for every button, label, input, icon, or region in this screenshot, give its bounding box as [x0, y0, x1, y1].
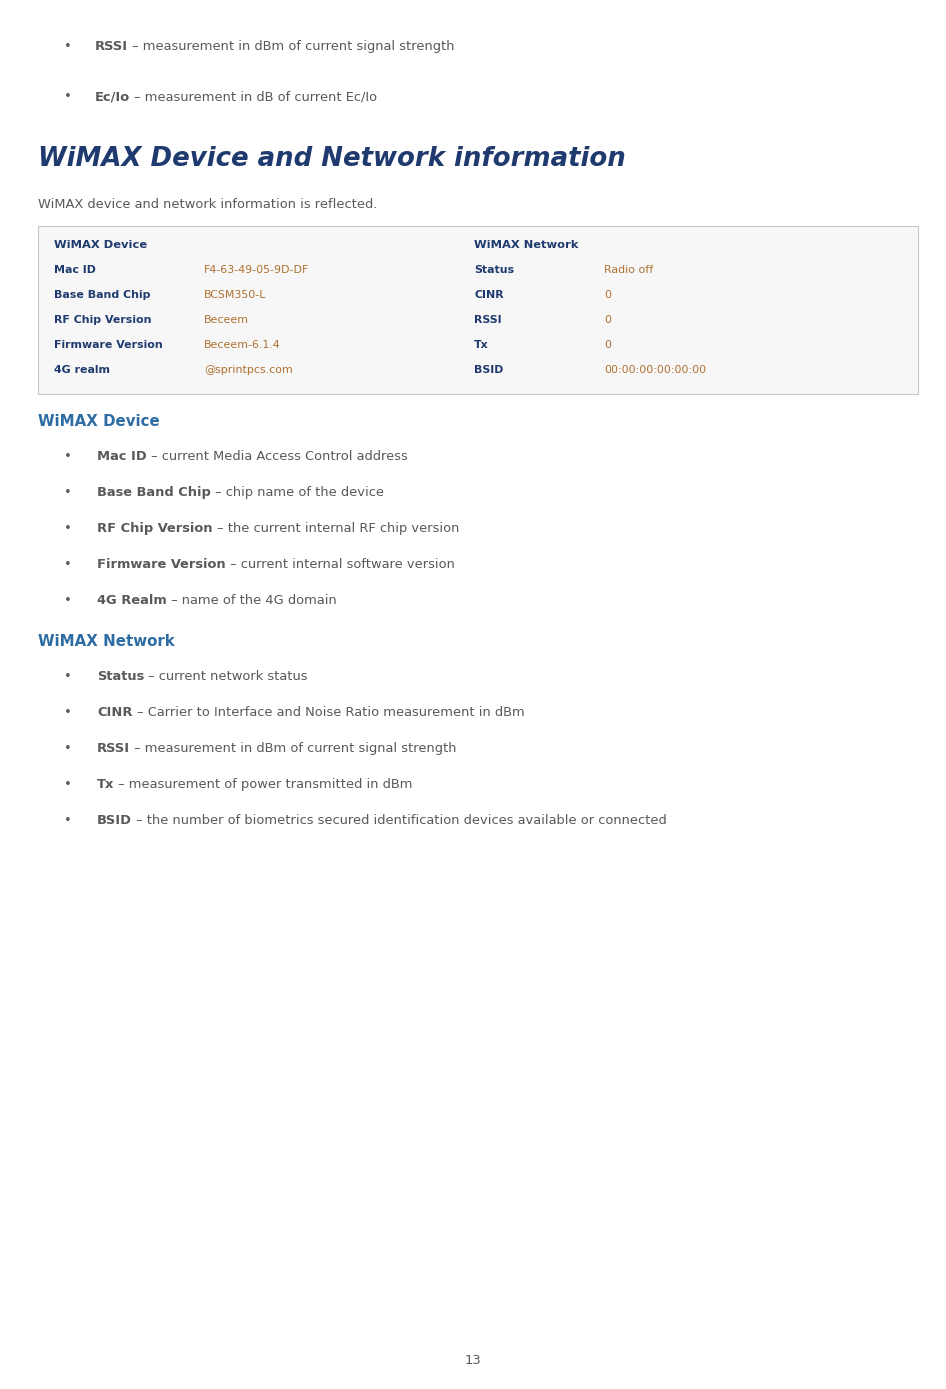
Text: •: •: [64, 706, 72, 720]
Text: Firmware Version: Firmware Version: [97, 558, 226, 571]
Text: WiMAX Device and Network information: WiMAX Device and Network information: [38, 146, 625, 172]
Text: WiMAX Network: WiMAX Network: [38, 633, 175, 649]
Text: Beceem-6.1.4: Beceem-6.1.4: [204, 340, 281, 350]
Text: WiMAX device and network information is reflected.: WiMAX device and network information is …: [38, 199, 377, 211]
Text: •: •: [64, 778, 72, 790]
Text: F4-63-49-05-9D-DF: F4-63-49-05-9D-DF: [204, 265, 309, 275]
Text: 13: 13: [464, 1354, 482, 1367]
Text: RSSI: RSSI: [95, 40, 128, 53]
Text: 0: 0: [604, 340, 611, 350]
Text: – the current internal RF chip version: – the current internal RF chip version: [213, 522, 459, 535]
Text: 0: 0: [604, 290, 611, 300]
Text: Tx: Tx: [474, 340, 489, 350]
Text: – current network status: – current network status: [144, 669, 307, 683]
Text: BSID: BSID: [474, 365, 503, 375]
Text: CINR: CINR: [97, 706, 132, 720]
Text: Base Band Chip: Base Band Chip: [97, 486, 211, 499]
Text: •: •: [64, 742, 72, 756]
Text: Status: Status: [474, 265, 514, 275]
Text: Ec/Io: Ec/Io: [95, 90, 131, 103]
Text: •: •: [64, 90, 72, 103]
Text: – current internal software version: – current internal software version: [226, 558, 454, 571]
Text: •: •: [64, 669, 72, 683]
Text: – measurement in dB of current Ec/Io: – measurement in dB of current Ec/Io: [131, 90, 377, 103]
Text: – measurement in dBm of current signal strength: – measurement in dBm of current signal s…: [128, 40, 455, 53]
Text: •: •: [64, 594, 72, 607]
Text: – chip name of the device: – chip name of the device: [211, 486, 384, 499]
Text: – Carrier to Interface and Noise Ratio measurement in dBm: – Carrier to Interface and Noise Ratio m…: [132, 706, 524, 720]
Text: – current Media Access Control address: – current Media Access Control address: [147, 450, 408, 463]
Text: Radio off: Radio off: [604, 265, 654, 275]
Text: •: •: [64, 486, 72, 499]
Text: Status: Status: [97, 669, 144, 683]
Text: RSSI: RSSI: [97, 742, 131, 756]
Text: RF Chip Version: RF Chip Version: [97, 522, 213, 535]
Text: WiMAX Device: WiMAX Device: [54, 240, 148, 250]
Text: •: •: [64, 450, 72, 463]
Text: 4G realm: 4G realm: [54, 365, 110, 375]
Text: BCSM350-L: BCSM350-L: [204, 290, 267, 300]
Text: BSID: BSID: [97, 814, 131, 826]
Text: – name of the 4G domain: – name of the 4G domain: [166, 594, 337, 607]
Text: Mac ID: Mac ID: [97, 450, 147, 463]
Text: – measurement of power transmitted in dBm: – measurement of power transmitted in dB…: [114, 778, 412, 790]
Text: Firmware Version: Firmware Version: [54, 340, 163, 350]
Text: Base Band Chip: Base Band Chip: [54, 290, 150, 300]
Text: WiMAX Network: WiMAX Network: [474, 240, 578, 250]
Text: •: •: [64, 522, 72, 535]
Text: •: •: [64, 814, 72, 826]
Text: 00:00:00:00:00:00: 00:00:00:00:00:00: [604, 365, 706, 375]
Text: – the number of biometrics secured identification devices available or connected: – the number of biometrics secured ident…: [131, 814, 667, 826]
Text: – measurement in dBm of current signal strength: – measurement in dBm of current signal s…: [131, 742, 457, 756]
Text: Mac ID: Mac ID: [54, 265, 96, 275]
Text: •: •: [64, 40, 72, 53]
Text: Beceem: Beceem: [204, 315, 249, 325]
FancyBboxPatch shape: [38, 226, 918, 394]
Text: RSSI: RSSI: [474, 315, 501, 325]
Text: 4G Realm: 4G Realm: [97, 594, 166, 607]
Text: CINR: CINR: [474, 290, 503, 300]
Text: @sprintpcs.com: @sprintpcs.com: [204, 365, 292, 375]
Text: 0: 0: [604, 315, 611, 325]
Text: WiMAX Device: WiMAX Device: [38, 414, 160, 429]
Text: •: •: [64, 558, 72, 571]
Text: Tx: Tx: [97, 778, 114, 790]
Text: RF Chip Version: RF Chip Version: [54, 315, 151, 325]
